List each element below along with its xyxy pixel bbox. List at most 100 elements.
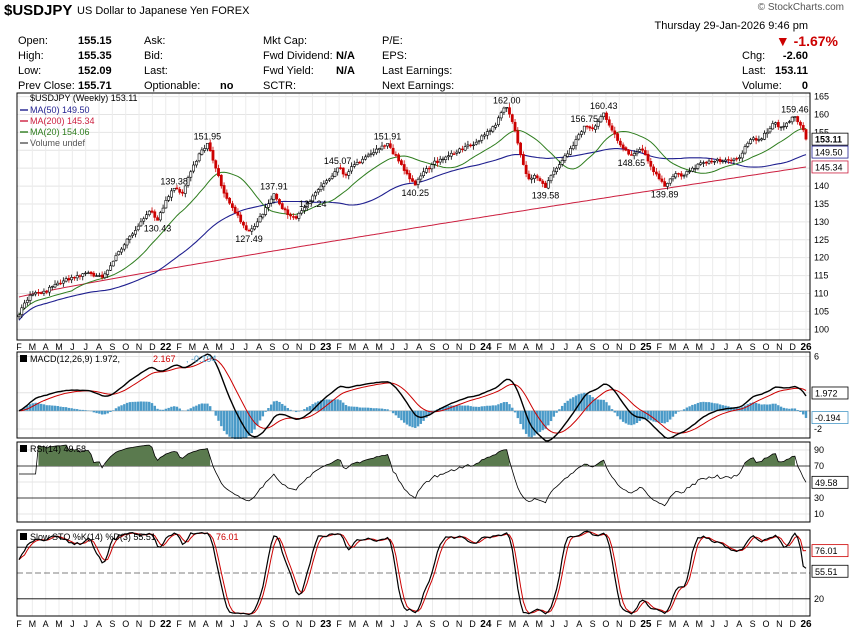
price-x-label: A [96,342,102,352]
macd-histogram-bar [364,407,367,411]
price-candle-body [258,216,262,223]
price-x-label: A [683,342,689,352]
macd-histogram-bar [123,404,126,411]
macd-histogram-bar [452,405,456,411]
price-x-label: N [296,342,303,352]
last-price-value: 153.11 [774,65,808,77]
price-candle-body [571,145,575,150]
price-candle-body [444,156,448,161]
price-candle-body [751,137,755,140]
price-candle-body [427,167,431,170]
macd-histogram-bar [383,409,386,411]
macd-histogram-bar [148,401,151,411]
price-candle-body [411,178,414,182]
ma20-line [18,128,806,316]
macd-histogram-bar [366,407,370,411]
price-candle-body [48,286,51,293]
sto-x-label: M [509,619,517,629]
macd-histogram-bar [178,408,181,411]
macd-legend: MACD(12,26,9) 1.972, [30,354,120,364]
prev-close-label: Prev Close: [18,80,75,92]
price-x-label: J [244,342,249,352]
symbol-description: US Dollar to Japanese Yen FOREX [77,5,250,17]
macd-histogram-bar [444,406,447,411]
sto-x-label: J [710,619,715,629]
sto-x-label: D [469,619,476,629]
price-tick-label: 130 [814,217,829,227]
price-candle-body [297,213,301,219]
sto-x-label: A [43,619,49,629]
macd-histogram-bar [569,398,572,411]
price-candle-body [588,126,592,129]
macd-histogram-bar [519,410,522,425]
price-candle-body [782,125,786,128]
macd-histogram-bar [397,410,400,418]
macd-histogram-bar [788,408,791,411]
price-candle-body [192,164,195,172]
last-price-label: Last: [742,65,766,77]
price-x-label: J [724,342,729,352]
macd-histogram-bar [613,410,616,413]
price-x-label: M [349,342,357,352]
price-candle-body [402,164,406,171]
macd-histogram-bar [416,410,420,427]
macd-histogram-bar [602,399,605,411]
macd-histogram-bar [186,409,190,411]
price-x-label: M [189,342,197,352]
price-candle-body [663,181,667,187]
price-candle-body [125,238,129,246]
price-candle-body [92,272,96,277]
macd-histogram-bar [580,393,583,411]
macd-histogram-bar [347,406,350,411]
price-candle-body [643,150,647,156]
price-x-label: A [43,342,49,352]
sto-x-label: O [122,619,129,629]
sto-x-label: M [55,619,63,629]
rsi-overbought-fill [326,459,341,466]
price-candle-body [75,275,79,279]
macd-histogram-bar [705,402,708,411]
price-candle-body [183,185,187,194]
indicator-panels [18,353,808,616]
price-candle-body [103,273,107,278]
macd-histogram-bar [134,401,137,411]
sto-x-label: D [789,619,796,629]
fwd-dividend-label: Fwd Dividend: [263,50,333,62]
price-candle-body [704,161,708,164]
macd-histogram-bar [790,408,794,411]
sto-x-label: N [136,619,143,629]
price-x-label: A [416,342,422,352]
price-candle-body [591,127,595,130]
macd-histogram-bar [128,402,132,411]
price-candle-body [200,149,204,155]
price-candle-body [170,190,173,198]
high-value: 155.35 [78,50,112,62]
price-candle-body [710,160,714,163]
price-candle-body [743,146,747,154]
price-candle-body [613,130,617,135]
price-candle-body [283,208,287,211]
sto-x-label: A [576,619,582,629]
price-x-label: 24 [480,342,492,353]
macd-histogram-bar [646,410,650,420]
macd-histogram-bar [53,405,57,411]
macd-histogram-bar [344,405,348,411]
macd-histogram-bar [752,402,755,411]
macd-histogram-bar [716,403,719,411]
price-candle-body [746,142,750,147]
macd-histogram-bar [225,410,229,435]
price-candle-body [247,230,251,232]
price-candle-body [530,177,534,180]
price-candle-body [499,112,503,119]
price-candle-body [513,121,517,132]
macd-histogram-bar [608,405,611,411]
sto-x-label: J [404,619,409,629]
sto-x-label: D [309,619,316,629]
sto-x-label: A [416,619,422,629]
macd-histogram-bar [494,405,497,411]
sto-x-label: O [602,619,609,629]
price-candle-body [23,302,26,309]
price-candle-body [147,210,151,216]
macd-histogram-bar [350,406,353,411]
price-candle-body [729,159,733,162]
